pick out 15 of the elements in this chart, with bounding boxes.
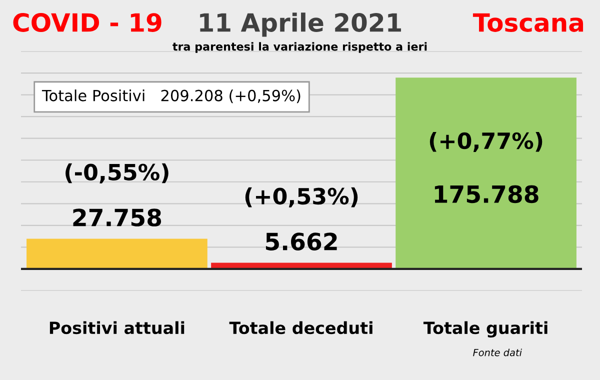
chart-title: 11 Aprile 2021 <box>200 12 402 37</box>
text: COVID - 19 <box>13 13 162 32</box>
x-tick-label: Totale deceduti <box>229 321 372 334</box>
annotation: (+0,77%) <box>430 132 542 152</box>
x-tick-label: Positivi attuali <box>50 321 184 334</box>
chart-subtitle: tra parentesi la variazione rispetto a ieri <box>172 42 427 53</box>
data-label: 27.758 <box>73 208 162 226</box>
annotation: (-0,55%) <box>66 163 168 184</box>
data-label: 175.788 <box>434 185 538 204</box>
source-note: Fonte dati <box>473 348 522 356</box>
annotation: Totale Positivi 209.208 (+0,59%) <box>42 90 300 104</box>
x-tick-label: Totale guariti <box>423 321 548 338</box>
data-label: 5.662 <box>266 232 337 250</box>
text: Toscana <box>472 13 584 32</box>
annotation: (+0,53%) <box>245 187 358 208</box>
